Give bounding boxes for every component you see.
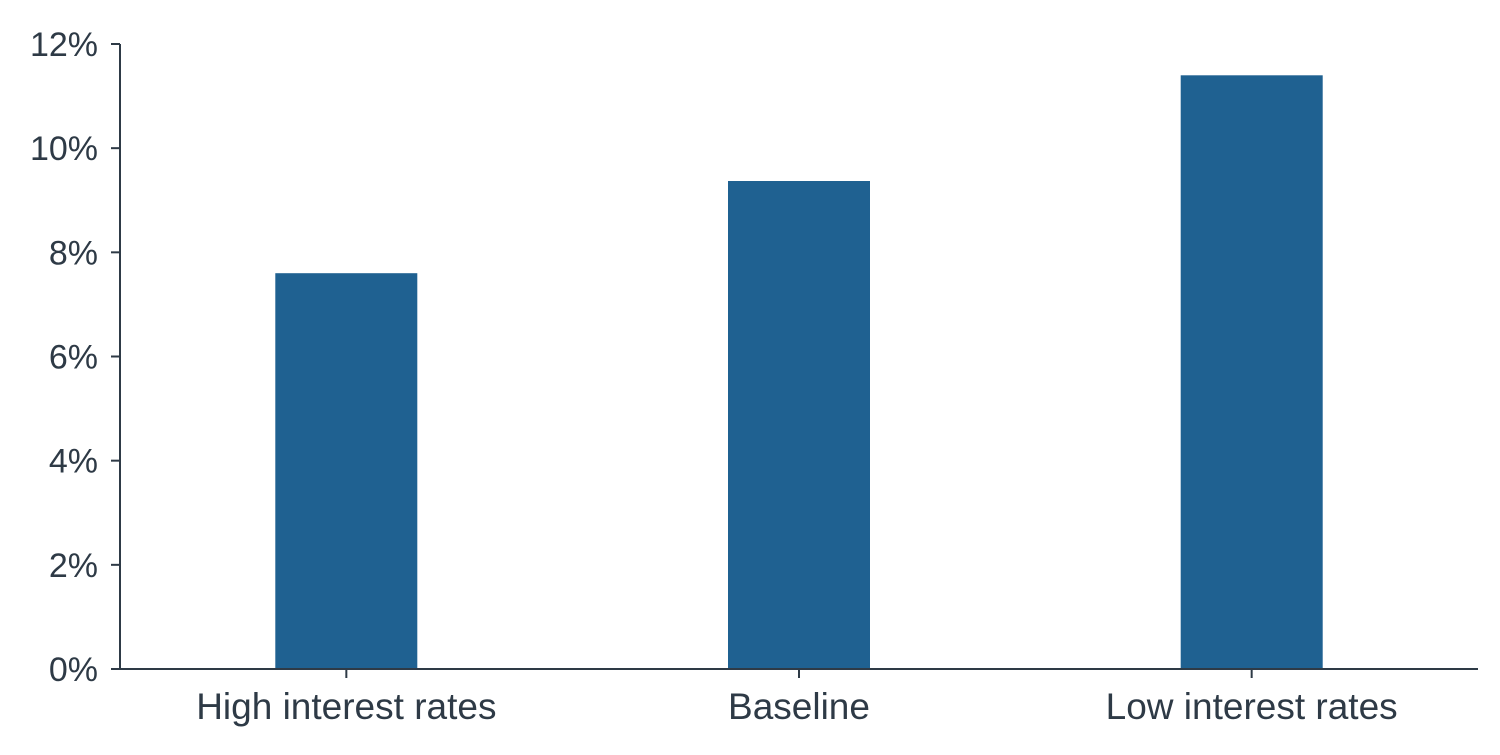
bars-group: [275, 75, 1323, 670]
y-tick-label: 10%: [30, 130, 98, 168]
x-tick-label: Low interest rates: [1106, 686, 1398, 727]
y-axis: 0% 2% 4% 6% 8% 10% 12%: [30, 26, 121, 689]
bar-baseline: [728, 181, 870, 669]
bar-low-interest-rates: [1180, 75, 1323, 670]
y-tick-label: 0%: [49, 651, 98, 689]
y-tick-label: 6%: [49, 339, 98, 377]
x-tick-label: High interest rates: [196, 686, 496, 727]
y-tick-label: 2%: [49, 547, 98, 585]
y-tick-label: 4%: [49, 443, 98, 481]
x-axis: High interest rates Baseline Low interest …: [120, 668, 1478, 727]
bar-high-interest-rates: [275, 273, 418, 669]
x-tick-label: Baseline: [728, 686, 870, 727]
y-tick-label: 12%: [30, 26, 98, 64]
y-tick-label: 8%: [49, 234, 98, 272]
